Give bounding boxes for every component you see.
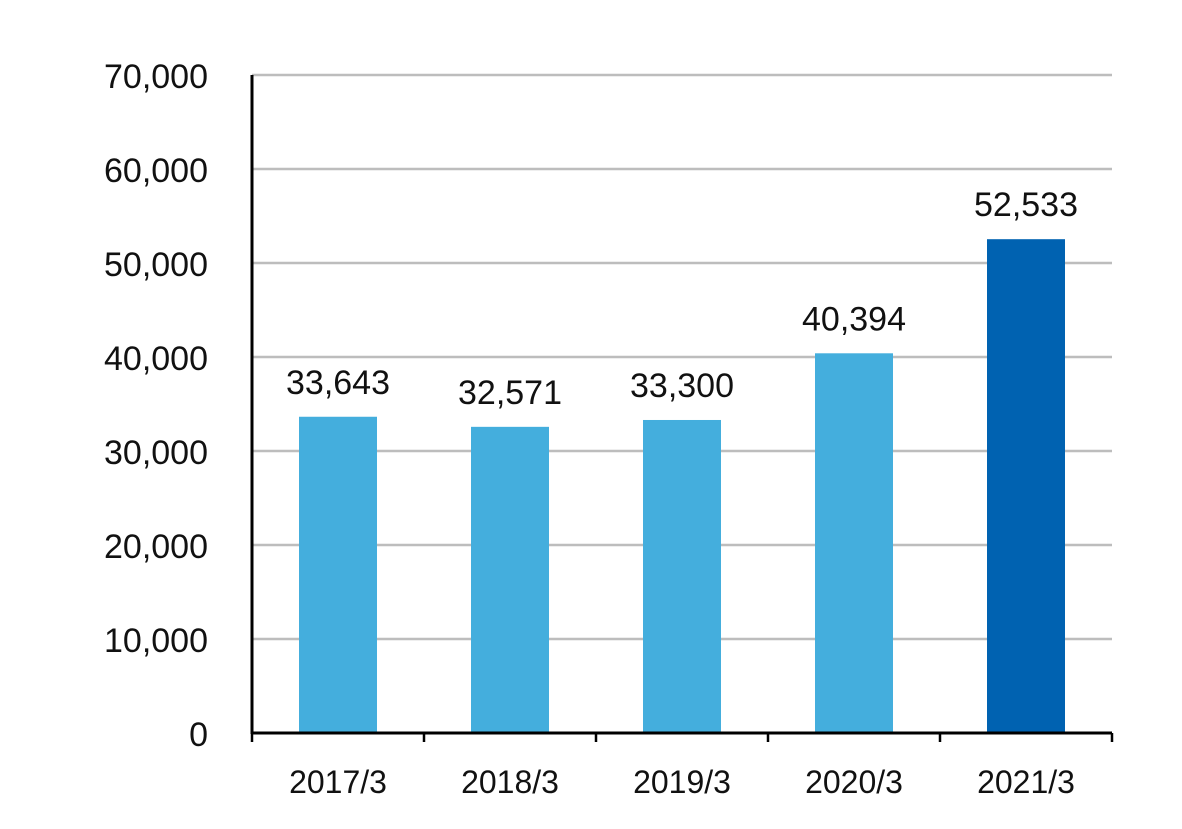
x-tick-label: 2018/3 [461,764,559,800]
bar [643,419,721,733]
data-label: 32,571 [458,374,562,412]
x-tick-label: 2020/3 [805,764,903,800]
data-label: 52,533 [974,186,1078,224]
y-tick-label: 30,000 [104,434,208,472]
y-tick-label: 70,000 [104,58,208,96]
y-tick-label: 50,000 [104,246,208,284]
bar [987,239,1065,733]
bars [299,239,1065,733]
bar [299,416,377,733]
x-tick-label: 2021/3 [977,764,1075,800]
bar [815,353,893,733]
bar [471,426,549,733]
y-tick-label: 10,000 [104,622,208,660]
data-label: 33,643 [286,364,390,402]
labels: 0 10,000 20,000 30,000 40,000 50,000 60,000 70,… [104,58,1078,800]
data-label: 40,394 [802,300,906,338]
y-tick-label: 0 [189,716,208,754]
data-label: 33,300 [630,367,734,405]
y-tick-label: 60,000 [104,152,208,190]
y-tick-label: 20,000 [104,528,208,566]
y-tick-label: 40,000 [104,340,208,378]
axes [250,75,1114,742]
x-tick-label: 2019/3 [633,764,731,800]
x-tick-label: 2017/3 [289,764,387,800]
